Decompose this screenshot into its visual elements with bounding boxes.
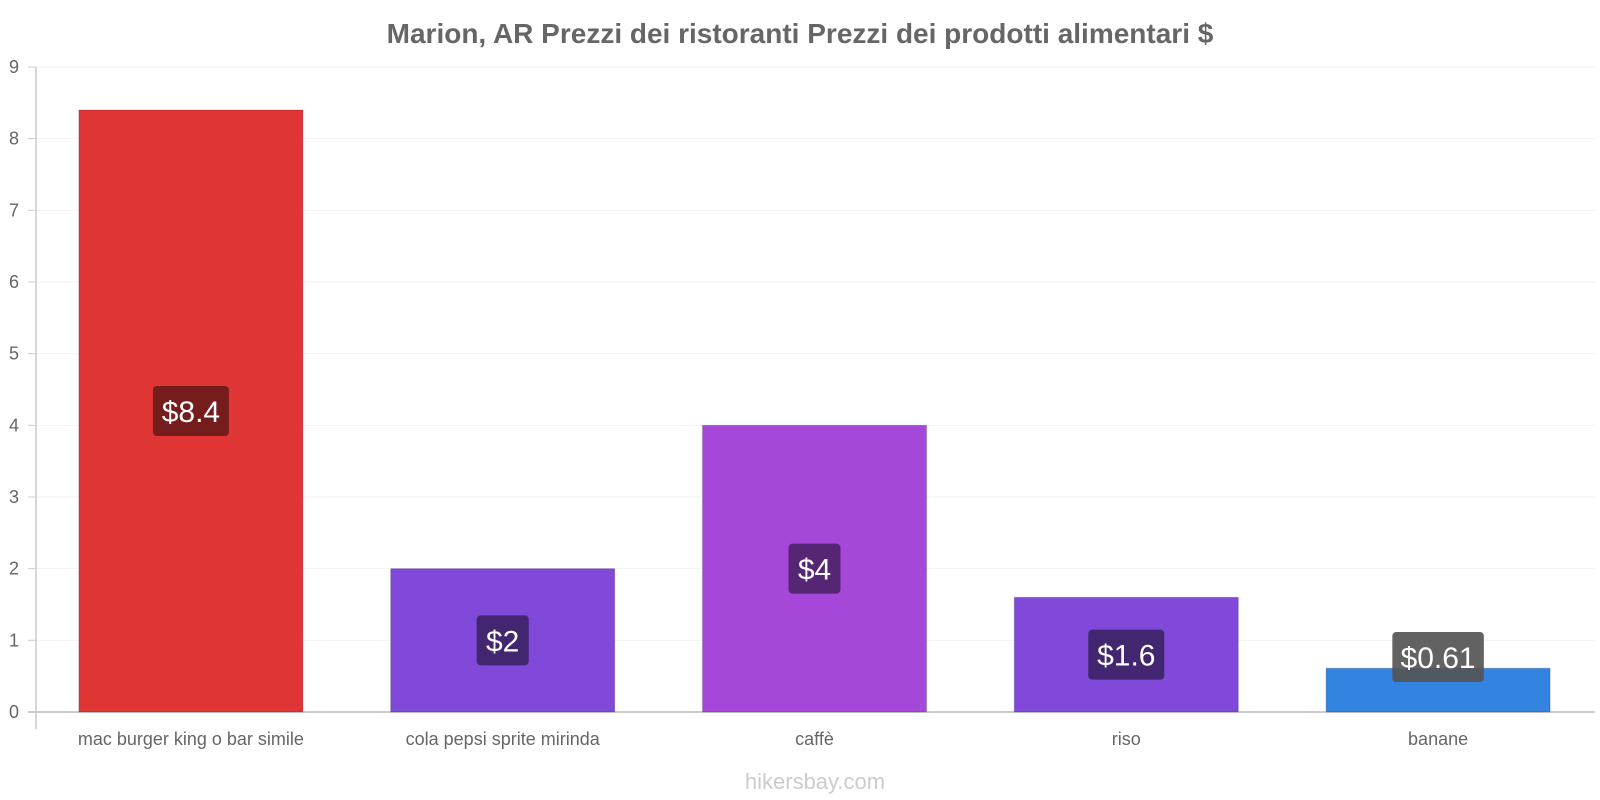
value-label: $4 — [798, 554, 831, 587]
y-tick-label: 7 — [9, 200, 19, 220]
chart-title: Marion, AR Prezzi dei ristoranti Prezzi … — [387, 18, 1214, 49]
category-label: banane — [1408, 729, 1468, 749]
category-label: cola pepsi sprite mirinda — [406, 729, 601, 749]
category-label: mac burger king o bar simile — [78, 729, 304, 749]
value-label: $1.6 — [1097, 640, 1155, 673]
y-tick-label: 9 — [9, 57, 19, 77]
y-tick-label: 0 — [9, 702, 19, 722]
y-tick-label: 2 — [9, 559, 19, 579]
value-label-box — [152, 386, 229, 436]
category-labels: mac burger king o bar simile cola pepsi s… — [78, 729, 1468, 749]
value-label-box — [788, 543, 841, 594]
value-labels: $8.4 $2 $4 $1.6 $0.61 — [152, 386, 1484, 682]
y-tick-label: 6 — [9, 272, 19, 292]
watermark: hikersbay.com — [745, 769, 885, 794]
value-label: $0.61 — [1401, 642, 1476, 675]
value-label-box — [1088, 629, 1165, 680]
category-label: caffè — [795, 729, 834, 749]
y-tick-label: 5 — [9, 344, 19, 364]
bars — [78, 109, 1551, 713]
category-label: riso — [1112, 729, 1141, 749]
y-tick-label: 1 — [9, 630, 19, 650]
y-tick-label: 8 — [9, 129, 19, 149]
value-label: $8.4 — [162, 396, 220, 429]
value-label: $2 — [486, 625, 519, 658]
value-label-box — [476, 615, 529, 666]
y-tick-label: 4 — [9, 415, 19, 435]
y-tick-label: 3 — [9, 487, 19, 507]
value-label-box — [1392, 632, 1484, 682]
